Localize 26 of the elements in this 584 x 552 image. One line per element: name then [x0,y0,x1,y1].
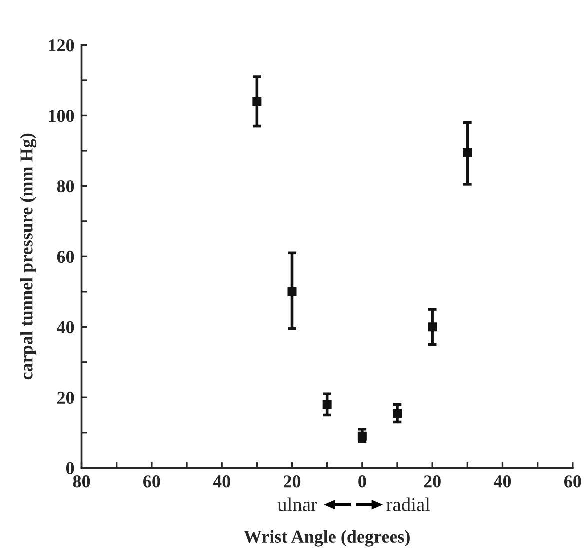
y-tick-label: 40 [57,321,74,334]
point [392,408,402,418]
x-axis-title: Wrist Angle (degrees) [244,530,410,547]
x-tick-label: 0 [358,476,366,488]
x-tick-label: 40 [494,476,512,488]
y-tick-label: 60 [57,250,74,264]
point [288,287,297,296]
y-tick-label: 80 [57,180,74,193]
x-tick-label: 20 [284,476,301,488]
point [463,148,472,158]
point [252,97,262,106]
x-tick-label: 60 [144,476,160,488]
text: radial [386,498,430,512]
y-tick-label: 0 [66,462,74,475]
x-tick-label: 20 [424,476,441,488]
x-tick-label: 60 [564,476,582,488]
y-tick-label: 20 [58,392,74,404]
x-tick-label: 40 [213,476,230,488]
y-axis-title: carpal tunnel pressure (mm Hg) [20,134,37,380]
y-tick-label: 120 [49,40,74,52]
point [358,432,367,441]
y-tick-label: 100 [49,110,74,122]
point [428,322,438,332]
x-tick-label: 80 [73,476,90,488]
text: ulnar [278,498,318,512]
point [322,400,332,410]
